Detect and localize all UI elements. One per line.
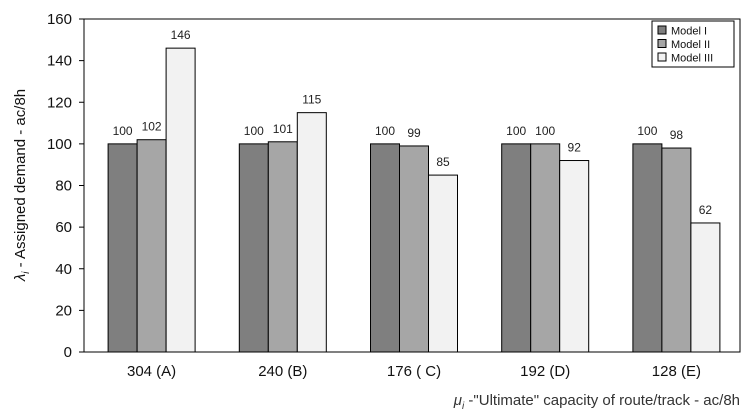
y-tick-label: 20 [55, 302, 72, 319]
data-label-background [298, 92, 325, 107]
x-tick-label: 128 (E) [652, 363, 701, 380]
data-label-background [430, 155, 456, 170]
x-tick-label: 176 ( C) [387, 363, 441, 380]
bar-model-ii [267, 141, 298, 353]
data-label-background [561, 140, 588, 155]
bar-model-ii [661, 147, 692, 353]
bar-model-iii [690, 222, 721, 353]
data-label-background [138, 119, 165, 134]
y-axis-title-symbol: λ [12, 274, 29, 282]
data-label-background [269, 121, 296, 136]
legend-swatch [657, 25, 667, 35]
x-axis-title-symbol: μ [453, 392, 462, 409]
data-label-background [692, 202, 719, 217]
data-label: 100 [375, 124, 395, 138]
data-label: 115 [302, 93, 321, 107]
data-label: 101 [273, 122, 293, 136]
legend-swatch [657, 39, 667, 48]
bar-model-i [238, 143, 269, 353]
bar-model-iii [165, 47, 196, 353]
plot-area-frame [83, 18, 741, 353]
y-tick-label: 0 [64, 344, 72, 361]
legend-label: Model I [671, 26, 707, 38]
data-label: 99 [407, 126, 421, 140]
x-axis-title: μi -"Ultimate" capacity of route/track -… [453, 392, 740, 412]
y-tick-label: 80 [55, 178, 72, 195]
legend-swatch [657, 52, 667, 62]
y-tick-label: 140 [47, 53, 72, 70]
y-tick-label: 60 [55, 219, 72, 236]
y-tick-label: 100 [47, 136, 72, 153]
data-label: 100 [506, 124, 526, 138]
x-tick-label: 192 (D) [520, 363, 570, 380]
y-tick-label: 120 [47, 94, 72, 111]
bar-model-iii [428, 174, 458, 353]
x-tick-label: 240 (B) [258, 363, 307, 380]
data-label: 62 [699, 203, 713, 217]
data-label-background [109, 123, 136, 138]
bar-model-i [370, 143, 400, 353]
bar-model-iii [296, 112, 327, 353]
x-axis-title-subscript: i [462, 401, 465, 412]
data-label: 100 [113, 124, 133, 138]
data-label: 100 [244, 124, 264, 138]
data-label-background [372, 123, 398, 138]
bar-model-i [501, 143, 532, 353]
data-label: 100 [637, 124, 657, 138]
y-axis-ticks: 0 20 40 60 80 100 120 140 160 [47, 11, 84, 361]
bar-model-ii [136, 139, 167, 353]
y-tick-label: 160 [47, 11, 72, 28]
bar-model-ii [399, 145, 429, 353]
bar-model-i [632, 143, 663, 353]
y-tick-label: 40 [55, 261, 72, 278]
y-axis-title-subscript: i [21, 271, 32, 274]
data-label-background [503, 123, 530, 138]
data-label: 102 [142, 120, 162, 134]
data-label: 98 [670, 128, 684, 142]
data-label-background [401, 125, 427, 140]
legend-label: Model II [671, 39, 710, 51]
x-axis-title-text: -"Ultimate" capacity of route/track - ac… [464, 392, 740, 409]
y-axis-title-text: - Assigned demand - ac/8h [12, 89, 29, 272]
data-label-background [240, 123, 267, 138]
data-label-background [634, 123, 661, 138]
data-label-background [663, 128, 690, 143]
data-label: 100 [535, 124, 555, 138]
legend-label: Model III [671, 53, 713, 65]
data-label: 92 [568, 141, 582, 155]
x-tick-label: 304 (A) [127, 363, 176, 380]
bar-model-ii [530, 143, 561, 353]
data-label-background [532, 123, 559, 138]
data-label: 146 [171, 28, 191, 42]
data-label: 85 [436, 155, 450, 169]
bar-model-i [107, 143, 138, 353]
bar-model-iii [559, 160, 590, 353]
y-axis-title: λi - Assigned demand - ac/8h [12, 89, 32, 282]
category-labels: 304 (A) 240 (B) 176 ( C) 192 (D) 128 (E) [127, 363, 701, 380]
data-labels: 100 102 146 100 101 115 100 99 85 100 100 92 100 98 62 [109, 28, 719, 217]
bars [107, 47, 721, 353]
data-label-background [167, 28, 194, 43]
